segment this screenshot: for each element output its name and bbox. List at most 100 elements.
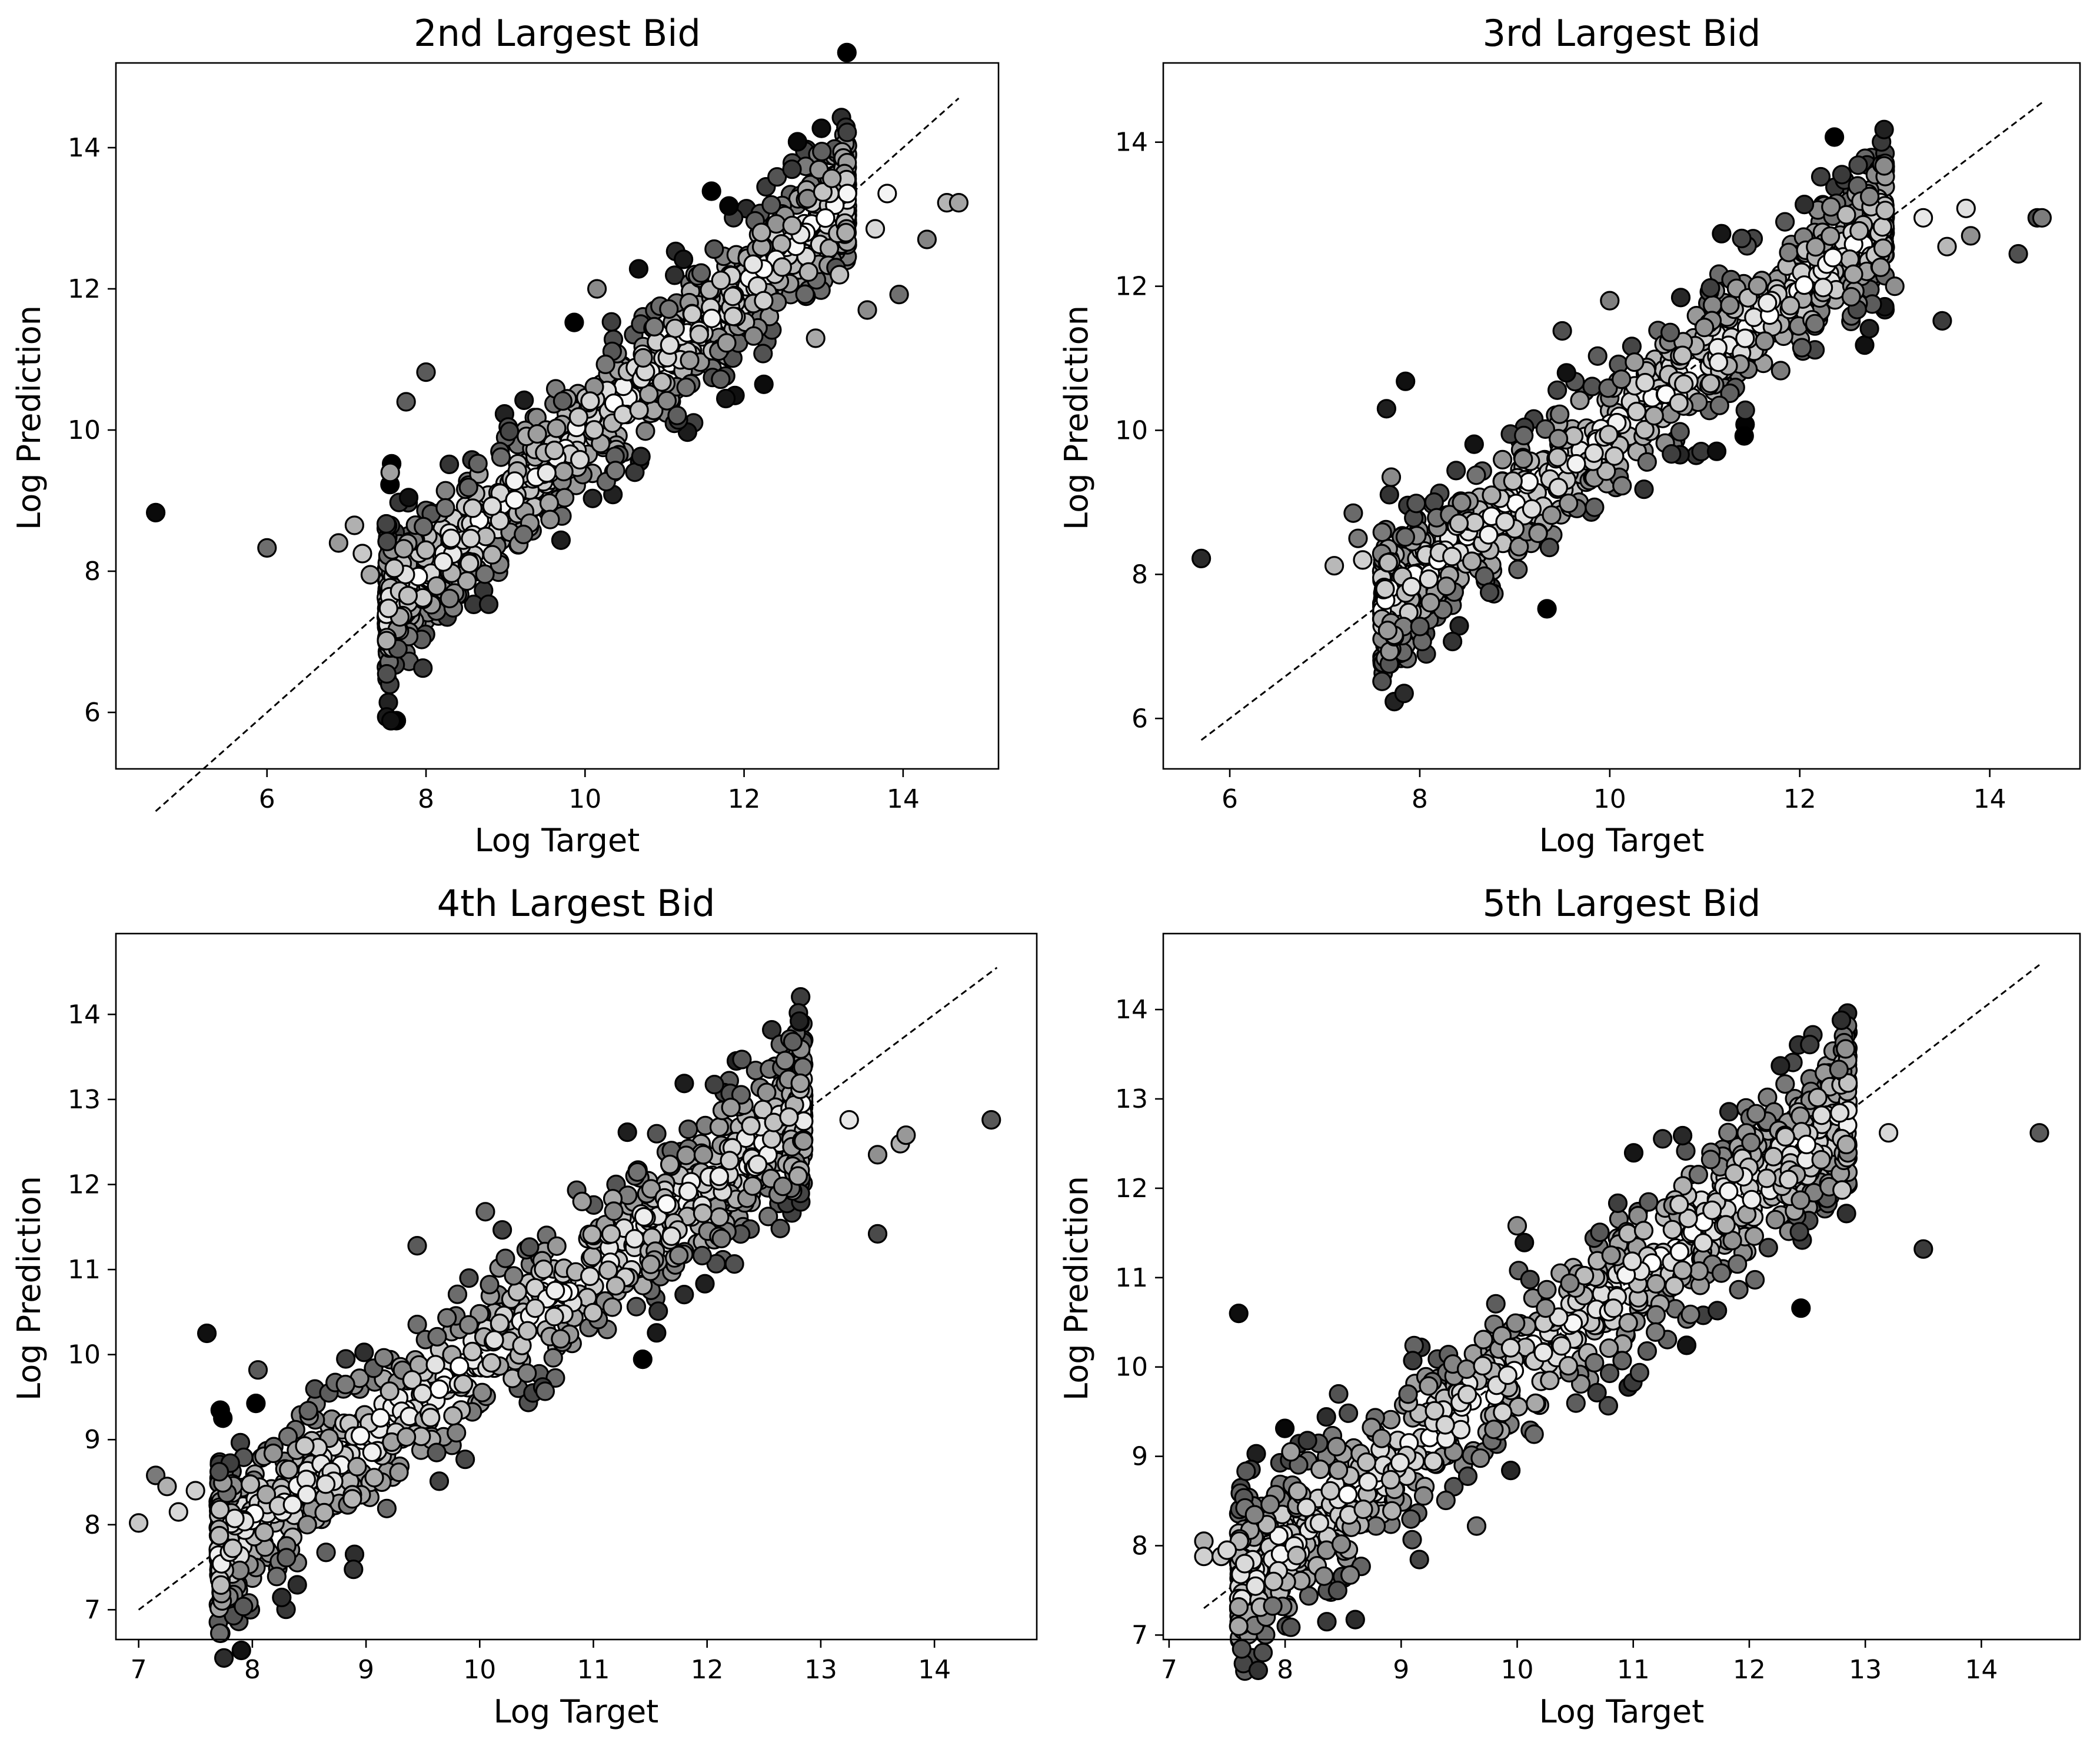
- scatter-point: [1288, 1481, 1308, 1501]
- scatter-point: [412, 1384, 432, 1404]
- scatter-point: [711, 1228, 731, 1248]
- scatter-point: [1514, 425, 1534, 446]
- scatter-point: [384, 558, 404, 578]
- scatter-point: [1674, 374, 1694, 394]
- scatter-point: [1601, 1245, 1621, 1265]
- y-tick-label: 10: [1115, 1352, 1148, 1382]
- scatter-point: [1508, 559, 1528, 579]
- scatter-point: [1843, 264, 1863, 284]
- scatter-point: [279, 1460, 299, 1480]
- scatter-point: [316, 1542, 336, 1562]
- x-tick-label: 8: [1412, 784, 1428, 814]
- scatter-point: [1716, 1215, 1736, 1235]
- panel-5th-largest-bid: 5th Largest Bid Log Target Log Predictio…: [1058, 882, 2081, 1730]
- scatter-point: [458, 477, 478, 498]
- scatter-point: [639, 384, 659, 404]
- scatter-point: [665, 318, 685, 338]
- x-tick-label: 14: [1973, 784, 2006, 814]
- scatter-point: [1501, 1461, 1521, 1481]
- scatter-point: [481, 1353, 501, 1373]
- scatter-point: [949, 193, 969, 213]
- scatter-point: [1700, 374, 1720, 394]
- scatter-point: [791, 987, 811, 1007]
- scatter-point: [830, 265, 850, 285]
- scatter-point: [1263, 1571, 1283, 1591]
- y-tick-label: 14: [68, 999, 101, 1029]
- scatter-point: [1394, 684, 1414, 704]
- scatter-point: [787, 132, 808, 152]
- scatter-point: [1191, 548, 1212, 569]
- scatter-point: [1410, 617, 1430, 637]
- y-tick-label: 11: [68, 1255, 101, 1285]
- scatter-point: [1646, 1274, 1666, 1294]
- scatter-point: [1646, 1305, 1666, 1325]
- scatter-point: [427, 1327, 447, 1347]
- scatter-point: [660, 1154, 680, 1175]
- scatter-point: [435, 481, 455, 501]
- scatter-point: [1780, 295, 1801, 316]
- scatter-point: [504, 1266, 524, 1286]
- scatter-point: [1585, 497, 1605, 517]
- scatter-point: [1709, 395, 1729, 415]
- scatter-point: [543, 1348, 563, 1368]
- scatter-point: [1673, 1125, 1693, 1146]
- x-tick-label: 7: [131, 1655, 147, 1685]
- scatter-point: [1376, 399, 1396, 419]
- scatter-point: [1625, 352, 1645, 372]
- scatter-point: [514, 390, 534, 411]
- scatter-point: [381, 711, 401, 731]
- scatter-point: [1585, 1352, 1605, 1373]
- scatter-point: [1506, 1313, 1526, 1333]
- scatter-point: [1932, 311, 1952, 331]
- scatter-point: [1473, 1330, 1493, 1350]
- panel-title: 4th Largest Bid: [437, 882, 715, 925]
- scatter-point: [1320, 1481, 1340, 1501]
- y-tick-label: 13: [1115, 1084, 1148, 1114]
- scatter-point: [674, 1074, 694, 1094]
- scatter-point: [674, 1285, 694, 1305]
- scatter-point: [490, 1313, 510, 1334]
- scatter-point: [1702, 1200, 1722, 1220]
- scatter-point: [545, 1281, 565, 1301]
- scatter-point: [505, 490, 525, 510]
- y-axis-label: Log Prediction: [11, 305, 48, 530]
- scatter-point: [1515, 1232, 1535, 1252]
- scatter-point: [793, 1131, 814, 1151]
- scatter-point: [1637, 1341, 1657, 1361]
- scatter-point: [1775, 212, 1795, 232]
- scatter-point: [1520, 1269, 1540, 1289]
- x-tick-label: 12: [691, 1655, 724, 1685]
- scatter-point: [1353, 550, 1373, 570]
- scatter-point: [1813, 278, 1833, 298]
- y-tick-label: 8: [1131, 559, 1148, 589]
- scatter-point: [1874, 119, 1894, 139]
- scatter-point: [1662, 444, 1682, 464]
- x-tick-label: 12: [728, 784, 761, 814]
- scatter-point: [1234, 1554, 1254, 1574]
- scatter-point: [1732, 228, 1752, 248]
- scatter-point: [421, 1408, 441, 1428]
- scatter-point: [298, 1401, 318, 1421]
- scatter-point: [1618, 1313, 1638, 1333]
- scatter-point: [1875, 201, 1895, 221]
- scatter-point: [1550, 404, 1570, 424]
- scatter-point: [344, 515, 365, 535]
- scatter-point: [1812, 1105, 1832, 1125]
- scatter-point: [813, 182, 833, 202]
- scatter-point: [601, 312, 621, 332]
- scatter-point: [1584, 443, 1604, 463]
- scatter-point: [1524, 1424, 1544, 1444]
- y-tick-label: 7: [1131, 1620, 1148, 1650]
- scatter-point: [1329, 1460, 1349, 1480]
- scatter-point: [723, 286, 743, 306]
- scatter-point: [617, 1122, 637, 1142]
- scatter-point: [857, 300, 877, 320]
- scatter-point: [1956, 198, 1976, 218]
- scatter-point: [1436, 576, 1456, 597]
- scatter-point: [1830, 1103, 1850, 1123]
- scatter-point: [1670, 288, 1691, 308]
- scatter-point: [661, 1226, 681, 1246]
- scatter-point: [604, 1201, 624, 1221]
- scatter-point: [1356, 1452, 1377, 1472]
- scatter-point: [352, 544, 372, 564]
